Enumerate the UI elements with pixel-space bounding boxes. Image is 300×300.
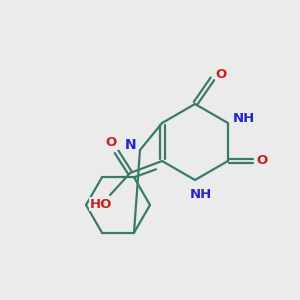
Text: HO: HO (90, 197, 112, 211)
Text: O: O (215, 68, 226, 80)
Text: N: N (125, 138, 137, 152)
Text: O: O (256, 154, 268, 167)
Text: O: O (106, 136, 117, 148)
Text: NH: NH (190, 188, 212, 200)
Text: NH: NH (233, 112, 255, 125)
